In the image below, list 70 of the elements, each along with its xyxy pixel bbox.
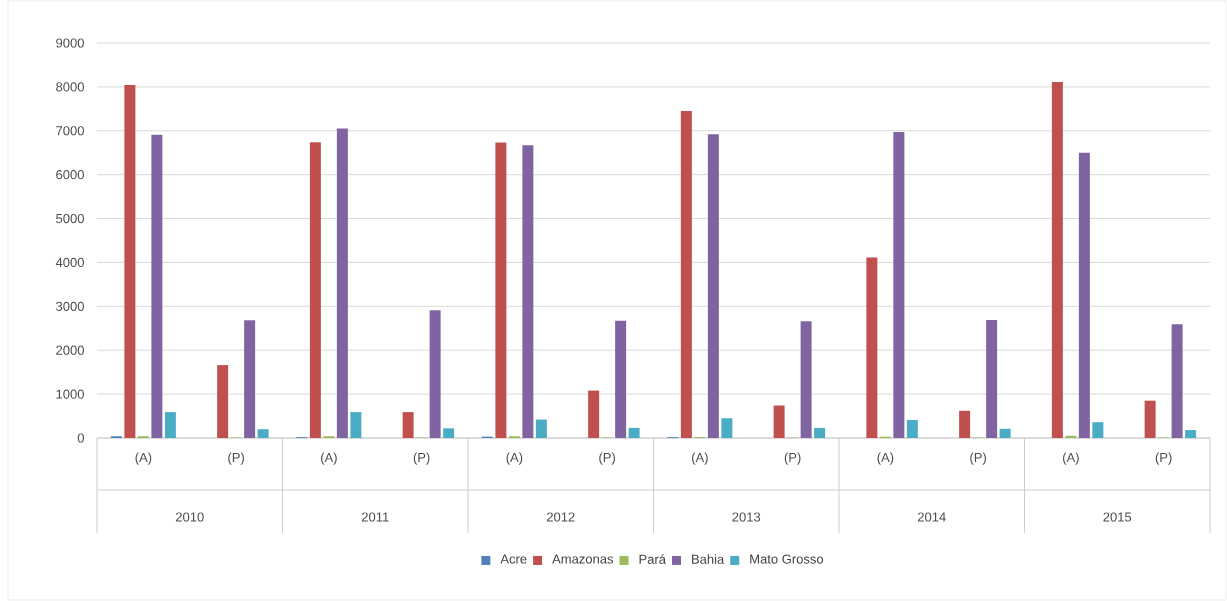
- bar: [1092, 422, 1104, 438]
- y-tick-label: 3000: [56, 301, 84, 311]
- bar: [814, 427, 826, 438]
- x-tick-label: (P): [413, 452, 430, 465]
- legend-label: Pará: [639, 554, 666, 564]
- text: 2010: [175, 512, 204, 522]
- legend-label: Acre: [500, 554, 527, 564]
- bar: [959, 410, 971, 438]
- y-tick-label: 1000: [56, 389, 84, 399]
- legend-label: Amazonas: [552, 554, 614, 564]
- x-tick-label: (P): [228, 452, 244, 465]
- bar: [309, 142, 321, 438]
- bar: [429, 310, 441, 438]
- text: 2015: [1103, 512, 1132, 522]
- bar: [1065, 435, 1077, 438]
- bar: [986, 319, 998, 438]
- bar: [402, 412, 414, 438]
- x-tick-label: (A): [321, 452, 337, 465]
- x-tick-label: (A): [506, 452, 523, 465]
- text: 2014: [917, 512, 946, 522]
- bar: [999, 428, 1011, 438]
- bar: [151, 134, 163, 438]
- bar: [893, 132, 905, 438]
- bar: [244, 320, 256, 438]
- bar: [164, 412, 176, 438]
- bar: [1185, 430, 1197, 438]
- x-tick-label: (A): [1063, 452, 1079, 465]
- x-tick-label: (P): [1155, 452, 1172, 465]
- x-tick-label: (A): [135, 452, 152, 465]
- y-tick-label: 5000: [56, 213, 84, 224]
- bar: [906, 419, 918, 438]
- text: 2013: [732, 512, 761, 522]
- y-tick-label: 0: [77, 433, 84, 443]
- text: 2011: [361, 512, 389, 522]
- y-tick-label: 7000: [56, 126, 84, 136]
- bar: [800, 321, 812, 438]
- bar: [1171, 324, 1183, 438]
- bar: [707, 134, 719, 438]
- legend-label: Mato Grosso: [750, 554, 824, 564]
- y-tick-label: 4000: [55, 257, 84, 268]
- bar: [1144, 400, 1156, 438]
- x-tick-label: (P): [599, 452, 615, 465]
- bar: [628, 427, 640, 438]
- x-tick-label: (P): [970, 452, 986, 465]
- x-tick-label: (A): [877, 452, 894, 465]
- text: 2012: [546, 512, 575, 522]
- bar: [443, 428, 455, 438]
- y-tick-label: 9000: [56, 38, 84, 48]
- bar: [588, 390, 600, 438]
- bar: [336, 128, 348, 438]
- bar: [495, 142, 507, 438]
- bar: [1051, 82, 1063, 438]
- y-tick-label: 2000: [56, 345, 84, 355]
- bar: [866, 257, 878, 438]
- bar: [257, 429, 269, 438]
- bar: [721, 418, 733, 438]
- bar: [124, 85, 136, 438]
- bar: [773, 405, 785, 438]
- bar: [1078, 152, 1090, 438]
- bar: [522, 145, 534, 438]
- legend-label: Bahia: [692, 554, 725, 564]
- bar: [615, 320, 627, 438]
- y-tick-label: 6000: [56, 170, 84, 180]
- bar: [350, 412, 362, 438]
- y-tick-label: 8000: [56, 82, 84, 92]
- bar: [217, 365, 229, 438]
- x-tick-label: (A): [692, 452, 708, 465]
- bar: [535, 419, 547, 438]
- bar: [680, 111, 692, 438]
- x-tick-label: (P): [784, 452, 801, 465]
